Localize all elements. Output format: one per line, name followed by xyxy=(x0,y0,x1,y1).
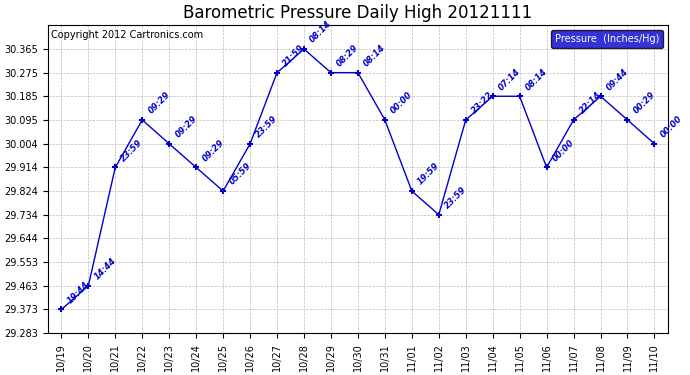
Text: 21:59: 21:59 xyxy=(282,43,306,69)
Text: 09:29: 09:29 xyxy=(200,138,226,163)
Text: 09:29: 09:29 xyxy=(146,90,172,116)
Text: 08:14: 08:14 xyxy=(362,43,388,69)
Text: 23:59: 23:59 xyxy=(443,185,469,210)
Text: Copyright 2012 Cartronics.com: Copyright 2012 Cartronics.com xyxy=(51,30,203,40)
Text: 05:59: 05:59 xyxy=(227,162,253,187)
Text: 23:22: 23:22 xyxy=(470,90,495,116)
Text: 08:14: 08:14 xyxy=(308,20,333,45)
Text: 19:44: 19:44 xyxy=(66,280,91,305)
Text: 14:44: 14:44 xyxy=(92,256,118,282)
Legend: Pressure  (Inches/Hg): Pressure (Inches/Hg) xyxy=(551,30,663,48)
Text: 08:29: 08:29 xyxy=(335,43,360,69)
Text: 23:59: 23:59 xyxy=(254,114,279,140)
Text: 07:14: 07:14 xyxy=(497,67,522,92)
Title: Barometric Pressure Daily High 20121111: Barometric Pressure Daily High 20121111 xyxy=(184,4,533,22)
Text: 00:00: 00:00 xyxy=(659,114,684,140)
Text: 22:14: 22:14 xyxy=(578,90,603,116)
Text: 00:00: 00:00 xyxy=(389,90,415,116)
Text: 09:29: 09:29 xyxy=(173,114,199,140)
Text: 23:59: 23:59 xyxy=(119,138,145,163)
Text: 19:59: 19:59 xyxy=(416,162,442,187)
Text: 09:44: 09:44 xyxy=(604,67,630,92)
Text: 08:14: 08:14 xyxy=(524,67,549,92)
Text: 00:00: 00:00 xyxy=(551,138,576,163)
Text: 00:29: 00:29 xyxy=(631,90,657,116)
